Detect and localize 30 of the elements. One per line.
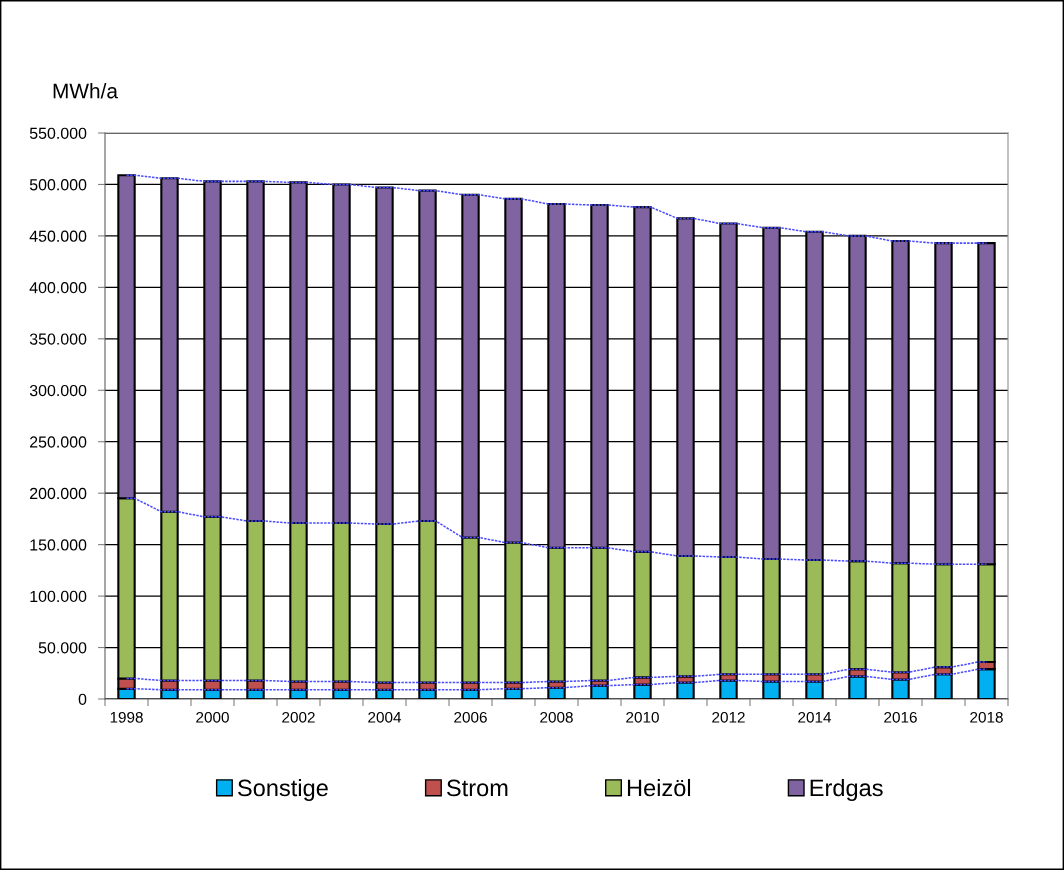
y-tick-label: 0 xyxy=(78,693,87,705)
bar xyxy=(676,681,695,699)
x-tick-label: 1998 xyxy=(110,711,143,723)
x-tick-label: 2018 xyxy=(970,711,1003,723)
y-tick-label: 100.000 xyxy=(30,590,87,603)
y-axis-title: MWh/a xyxy=(53,83,118,99)
x-tick-label: 2000 xyxy=(196,711,229,723)
y-tick-label: 150.000 xyxy=(30,539,87,551)
x-tick-label: 2010 xyxy=(626,711,659,723)
x-tick-label: 2014 xyxy=(798,711,832,723)
y-tick-label: 350.000 xyxy=(29,333,87,345)
legend-label: Erdgas xyxy=(810,778,883,801)
y-tick-label: 200.000 xyxy=(30,487,87,500)
y-tick-label: 400.000 xyxy=(29,282,87,294)
legend-label: Heizöl xyxy=(627,778,691,797)
legend-label: Sonstige xyxy=(238,778,328,801)
x-tick-label: 2008 xyxy=(540,711,573,723)
legend-label: Strom xyxy=(447,779,508,797)
y-tick-label: 550.000 xyxy=(29,127,87,139)
y-tick-label: 450.000 xyxy=(29,230,87,242)
bar xyxy=(719,679,738,699)
x-tick-label: 2004 xyxy=(368,711,402,723)
y-tick-label: 50.000 xyxy=(38,642,87,654)
x-tick-label: 2012 xyxy=(712,711,745,723)
x-tick-label: 2006 xyxy=(454,711,487,723)
y-tick-label: 300.000 xyxy=(29,384,87,397)
x-tick-label: 2016 xyxy=(884,711,917,723)
x-tick-label: 2002 xyxy=(282,711,315,723)
y-tick-label: 250.000 xyxy=(30,436,87,448)
y-tick-label: 500.000 xyxy=(29,179,87,191)
